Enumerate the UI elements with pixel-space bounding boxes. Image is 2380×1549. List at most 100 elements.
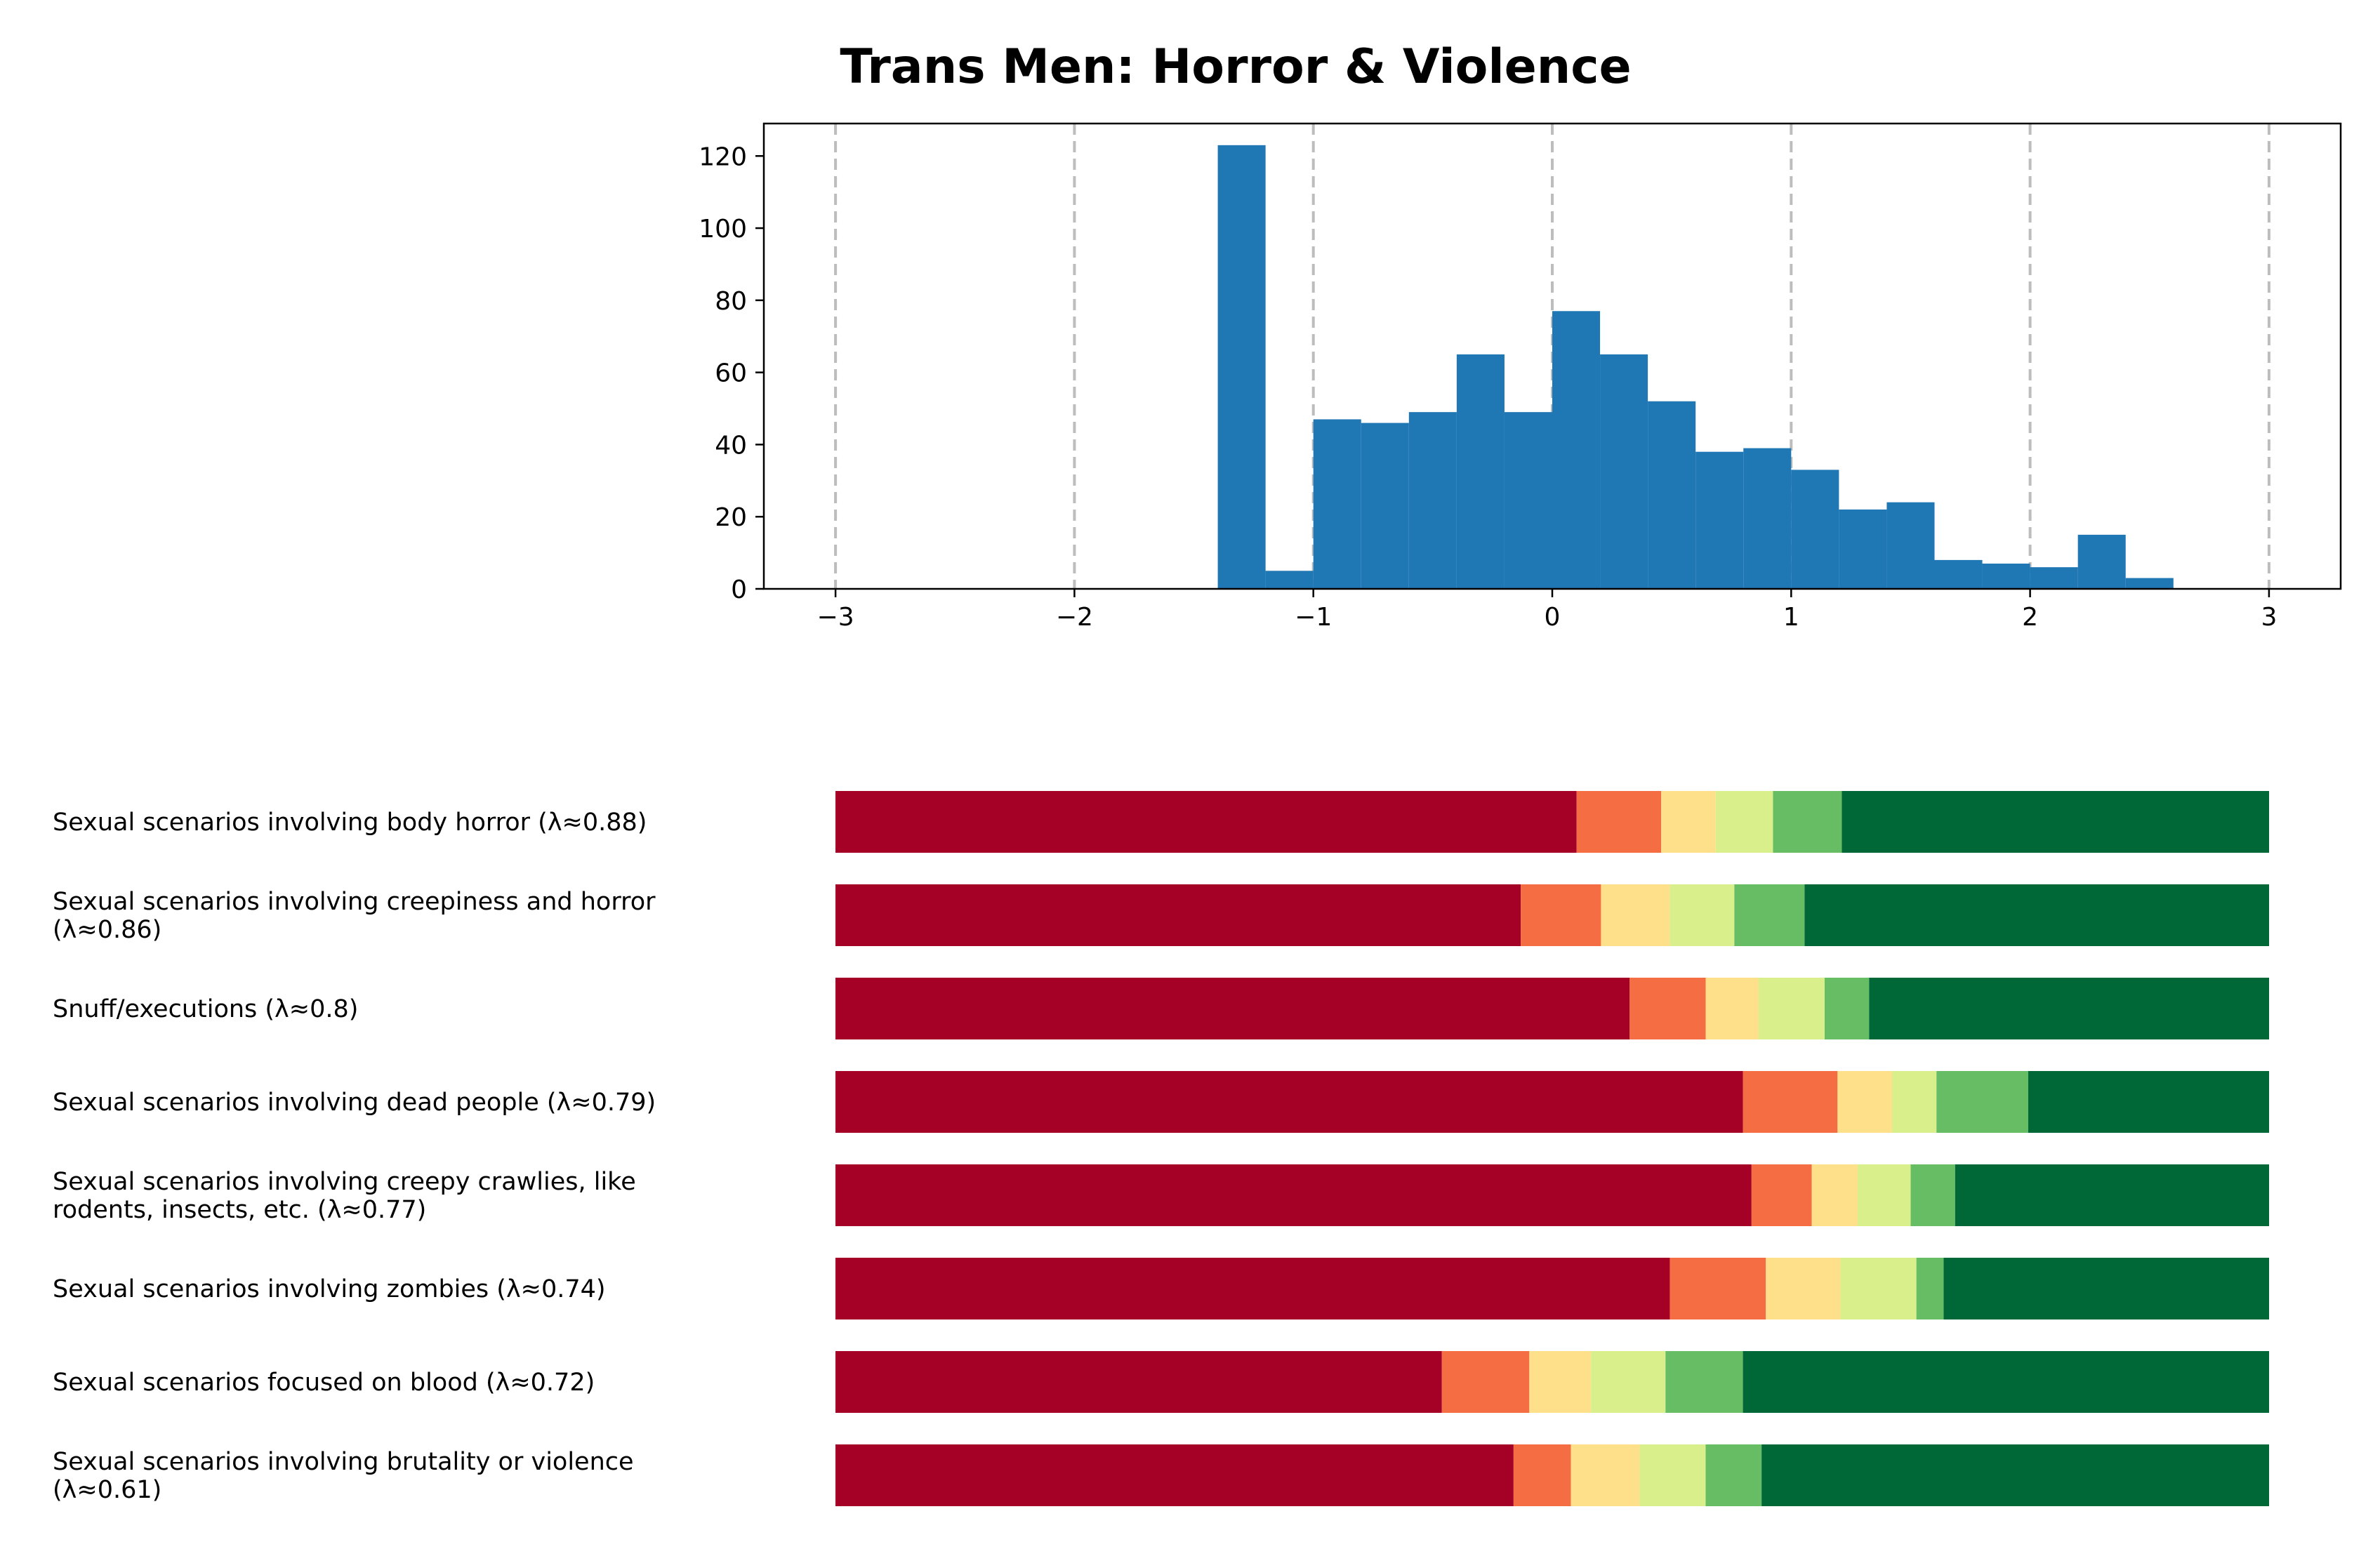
stacked-bar-segment <box>835 1071 1743 1133</box>
stacked-bar-segment <box>1751 1164 1812 1226</box>
y-tick-label: 0 <box>731 576 747 604</box>
stacked-bar-segment <box>835 1258 1670 1319</box>
stacked-bar-segment <box>1837 1071 1892 1133</box>
stacked-bar-segment <box>1759 978 1825 1039</box>
stacked-bar-segment <box>1943 1258 2269 1319</box>
stacked-bar-segment <box>1661 791 1716 853</box>
histogram-bar <box>1456 354 1505 589</box>
x-tick-label: −3 <box>817 603 854 632</box>
stacked-bar-row: Sexual scenarios involving creepiness an… <box>53 884 2269 946</box>
histogram-bar <box>1313 419 1361 589</box>
stacked-bar-segment <box>1715 791 1773 853</box>
stacked-bar-chart: Sexual scenarios involving body horror (… <box>53 791 2269 1506</box>
stacked-bar-segment <box>1936 1071 2028 1133</box>
stacked-bar-segment <box>1869 978 2269 1039</box>
stacked-bar-segment <box>1591 1351 1666 1413</box>
histogram-bar <box>1217 145 1266 589</box>
stacked-bar-segment <box>1576 791 1662 853</box>
stacked-bar-segment <box>1773 791 1842 853</box>
stacked-bar-segment <box>1811 1164 1858 1226</box>
stacked-bar-segment <box>1571 1444 1640 1506</box>
histogram-bar <box>1791 470 1839 589</box>
stacked-bar-row: Snuff/executions (λ≈0.8) <box>53 978 2269 1039</box>
stacked-bar-row: Sexual scenarios involving dead people (… <box>53 1071 2269 1133</box>
stacked-bar-row: Sexual scenarios focused on blood (λ≈0.7… <box>53 1351 2269 1413</box>
stacked-bar-row: Sexual scenarios involving body horror (… <box>53 791 2269 853</box>
stacked-bar-segment <box>835 791 1577 853</box>
stacked-bar-segment <box>1842 791 2269 853</box>
stacked-bar-segment <box>1743 1351 2269 1413</box>
stacked-bar-segment <box>1891 1071 1937 1133</box>
stacked-bar-segment <box>1766 1258 1841 1319</box>
y-tick-label: 80 <box>715 287 747 316</box>
y-tick-label: 40 <box>715 431 747 460</box>
histogram-bar <box>1552 311 1601 589</box>
histogram-bar <box>2125 578 2174 589</box>
stacked-bar-segment <box>1955 1164 2269 1226</box>
stacked-bar-segment <box>2028 1071 2269 1133</box>
stacked-bar-segment <box>1670 884 1735 946</box>
stacked-bar-segment <box>1804 884 2269 946</box>
histogram-bar <box>1695 451 1744 589</box>
stacked-bar-segment <box>1734 884 1805 946</box>
stacked-bar-segment <box>1521 884 1601 946</box>
y-tick-label: 60 <box>715 359 747 388</box>
row-label: Sexual scenarios involving dead people (… <box>53 1089 656 1117</box>
row-label: Sexual scenarios involving brutality or … <box>53 1448 634 1476</box>
histogram-bar <box>1982 564 2030 589</box>
row-label: Snuff/executions (λ≈0.8) <box>53 995 358 1023</box>
stacked-bar-row: Sexual scenarios involving zombies (λ≈0.… <box>53 1258 2269 1319</box>
stacked-bar-row: Sexual scenarios involving brutality or … <box>53 1444 2269 1506</box>
stacked-bar-segment <box>1705 1444 1762 1506</box>
y-tick-label: 100 <box>699 215 747 244</box>
y-tick-label: 120 <box>699 142 747 171</box>
stacked-bar-segment <box>1670 1258 1766 1319</box>
x-tick-label: 3 <box>2261 603 2277 632</box>
histogram-bar <box>1265 571 1314 589</box>
stacked-bar-segment <box>1840 1258 1917 1319</box>
row-label: Sexual scenarios focused on blood (λ≈0.7… <box>53 1369 595 1397</box>
stacked-bar-segment <box>835 1164 1752 1226</box>
x-tick-label: 2 <box>2022 603 2038 632</box>
histogram-bar <box>1361 423 1409 589</box>
x-tick-label: 1 <box>1783 603 1799 632</box>
row-label: Sexual scenarios involving body horror (… <box>53 809 647 837</box>
histogram-bar <box>1504 412 1552 589</box>
stacked-bar-segment <box>1824 978 1870 1039</box>
x-tick-label: −2 <box>1056 603 1093 632</box>
stacked-bar-segment <box>835 978 1630 1039</box>
stacked-bar-segment <box>1601 884 1670 946</box>
row-label: Sexual scenarios involving creepy crawli… <box>53 1168 636 1196</box>
row-label: (λ≈0.61) <box>53 1476 161 1504</box>
histogram-bar <box>1934 559 1983 589</box>
stacked-bar-segment <box>1857 1164 1911 1226</box>
y-tick-label: 20 <box>715 503 747 532</box>
stacked-bar-segment <box>835 1444 1514 1506</box>
histogram-bar <box>2030 567 2078 589</box>
histogram-bar <box>1648 401 1696 589</box>
histogram-bar <box>1886 502 1935 589</box>
histogram-bar <box>2077 534 2126 589</box>
chart-title: Trans Men: Horror & Violence <box>840 39 1632 95</box>
stacked-bar-segment <box>1629 978 1706 1039</box>
stacked-bar-row: Sexual scenarios involving creepy crawli… <box>53 1164 2269 1226</box>
stacked-bar-segment <box>835 1351 1442 1413</box>
stacked-bar-segment <box>1743 1071 1838 1133</box>
stacked-bar-segment <box>1639 1444 1706 1506</box>
row-label: rodents, insects, etc. (λ≈0.77) <box>53 1196 426 1224</box>
histogram-bar <box>1743 448 1792 589</box>
stacked-bar-segment <box>1705 978 1759 1039</box>
row-label: Sexual scenarios involving creepiness an… <box>53 888 656 916</box>
stacked-bar-segment <box>1529 1351 1592 1413</box>
histogram-bar <box>1408 412 1457 589</box>
stacked-bar-segment <box>1441 1351 1530 1413</box>
histogram-bar <box>1839 509 1887 589</box>
stacked-bar-segment <box>1916 1258 1944 1319</box>
stacked-bar-segment <box>1513 1444 1571 1506</box>
row-label: (λ≈0.86) <box>53 916 161 944</box>
histogram-chart: −3 −2 −1 0 1 2 3 0 20 40 60 80 100 120 <box>699 122 2342 632</box>
histogram-bar <box>1600 354 1648 589</box>
x-tick-label: −1 <box>1295 603 1332 632</box>
row-label: Sexual scenarios involving zombies (λ≈0.… <box>53 1275 606 1303</box>
stacked-bar-segment <box>1910 1164 1955 1226</box>
